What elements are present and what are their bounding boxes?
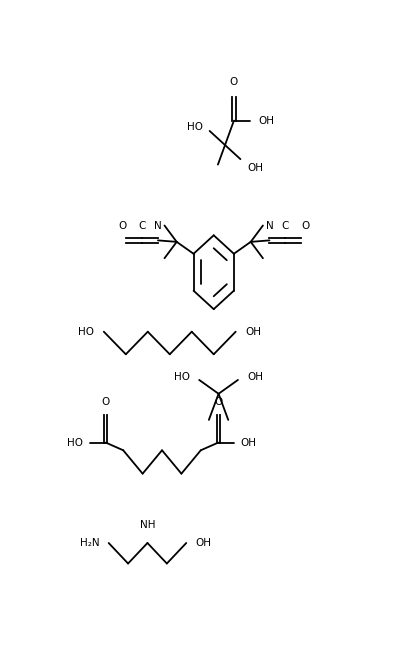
Text: HO: HO	[174, 372, 190, 382]
Text: O: O	[230, 77, 238, 87]
Text: OH: OH	[195, 538, 211, 548]
Text: HO: HO	[78, 327, 94, 337]
Text: N: N	[154, 221, 162, 231]
Text: OH: OH	[241, 438, 257, 448]
Text: HO: HO	[67, 438, 83, 448]
Text: OH: OH	[247, 372, 263, 382]
Text: H₂N: H₂N	[80, 538, 100, 548]
Text: N: N	[266, 221, 274, 231]
Text: OH: OH	[245, 327, 261, 337]
Text: O: O	[118, 221, 126, 231]
Text: HO: HO	[186, 122, 203, 132]
Text: O: O	[102, 397, 110, 407]
Text: NH: NH	[140, 520, 155, 530]
Text: OH: OH	[258, 116, 274, 126]
Text: O: O	[214, 397, 222, 407]
Text: C: C	[282, 221, 289, 231]
Text: OH: OH	[248, 163, 264, 173]
Text: O: O	[301, 221, 309, 231]
Text: C: C	[138, 221, 146, 231]
